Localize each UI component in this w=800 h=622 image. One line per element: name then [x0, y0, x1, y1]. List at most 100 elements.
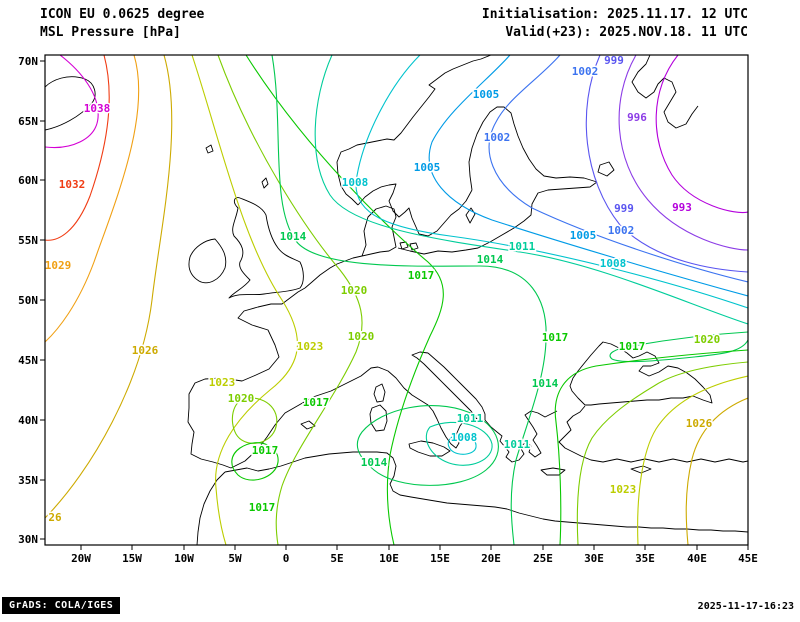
contour-label: 1020: [348, 330, 375, 343]
contour-label: 1020: [341, 284, 368, 297]
isobar-1008: [355, 55, 748, 309]
lat-tick-label: 35N: [18, 474, 38, 487]
contour-label: 1017: [619, 340, 646, 353]
contour-label: 1023: [209, 376, 236, 389]
isobar-996: [618, 55, 748, 251]
lat-tick-label: 40N: [18, 414, 38, 427]
isobar-1011: [425, 421, 493, 466]
model-title: ICON EU 0.0625 degree: [40, 7, 205, 22]
isobar-1005: [428, 55, 748, 297]
coastline: [357, 183, 420, 235]
coastline: [631, 55, 699, 129]
contour-label: 1011: [457, 412, 484, 425]
lat-tick-label: 30N: [18, 533, 38, 546]
lon-tick-label: 15W: [122, 552, 142, 565]
contour-label: 1026: [132, 344, 159, 357]
coastline: [228, 197, 304, 299]
lat-tick-label: 60N: [18, 174, 38, 187]
coastline: [484, 410, 558, 463]
contour-label: 1002: [608, 224, 635, 237]
coastline: [397, 181, 598, 255]
isobar-1017: [245, 55, 444, 545]
isobar-1017: [554, 349, 748, 545]
coastline: [188, 238, 227, 284]
coastline: [300, 420, 316, 430]
axis-labels: 70N 65N 60N 55N 50N 45N 40N 35N 30N 20W 15W 10W 5W 0 5…: [18, 55, 758, 565]
contour-label: 1005: [570, 229, 597, 242]
lon-tick-label: 35E: [635, 552, 655, 565]
coastline: [399, 241, 409, 250]
lon-tick-label: 40E: [687, 552, 707, 565]
field-title: MSL Pressure [hPa]: [40, 25, 181, 40]
coastline: [427, 352, 486, 420]
contour-label: 1014: [361, 456, 388, 469]
contour-label: 1032: [59, 178, 86, 191]
coastline: [569, 341, 713, 406]
coastline: [597, 161, 615, 177]
lon-tick-label: 15E: [430, 552, 450, 565]
coastline: [361, 205, 397, 257]
grads-credit: GrADS: COLA/IGES: [2, 597, 121, 614]
contour-label: 1008: [342, 176, 369, 189]
contour-label: 1011: [504, 438, 531, 451]
lat-tick-label: 50N: [18, 294, 38, 307]
contour-label: 1020: [228, 392, 255, 405]
isobar-1032: [45, 55, 110, 241]
contour-label: 1011: [509, 240, 536, 253]
lon-tick-label: 5E: [330, 552, 343, 565]
isobar-1014: [356, 405, 499, 486]
isobar-1014: [609, 331, 748, 363]
isobar-1023: [191, 55, 298, 545]
coastline: [558, 405, 748, 463]
lon-tick-label: 30E: [584, 552, 604, 565]
isobar-1008: [447, 434, 477, 455]
lat-tick-label: 65N: [18, 115, 38, 128]
contour-label: 1029: [45, 259, 72, 272]
contour-label: 1008: [600, 257, 627, 270]
contour-label: 1017: [252, 444, 279, 457]
isobar-1020: [576, 361, 748, 545]
contour-label: 1038: [84, 102, 111, 115]
coastline: [373, 383, 386, 403]
contour-label: 1017: [249, 501, 276, 514]
contour-label: 1017: [408, 269, 435, 282]
isobar-1026: [685, 397, 748, 545]
contour-label: 1023: [610, 483, 637, 496]
lat-tick-label: 55N: [18, 234, 38, 247]
coastline: [468, 106, 598, 191]
isobar-1020: [217, 55, 363, 545]
lon-tick-label: 10E: [379, 552, 399, 565]
isobar-1038: [45, 55, 99, 149]
contour-label: 26: [48, 511, 62, 524]
contour-label: 1020: [694, 333, 721, 346]
contour-label: 999: [614, 202, 634, 215]
isobar-contours: [45, 55, 748, 545]
contour-label: 1026: [686, 417, 713, 430]
coastline: [205, 144, 214, 154]
contour-label: 999: [604, 54, 624, 67]
contour-label: 996: [627, 111, 647, 124]
contour-label: 1017: [542, 331, 569, 344]
valid-time: Valid(+23): 2025.NOV.18. 11 UTC: [505, 25, 748, 40]
coastline: [369, 404, 388, 432]
coastline: [261, 177, 269, 189]
contour-label: 1005: [414, 161, 441, 174]
isobar-1002: [488, 55, 748, 283]
isobar-1014: [271, 55, 547, 545]
coastline: [304, 255, 363, 289]
isobar-1023: [637, 375, 748, 545]
coastline: [377, 351, 478, 449]
lat-tick-label: 70N: [18, 55, 38, 68]
contour-label: 1014: [280, 230, 307, 243]
init-time: Initialisation: 2025.11.17. 12 UTC: [481, 7, 748, 22]
lon-tick-label: 10W: [174, 552, 194, 565]
contour-label: 1014: [477, 253, 504, 266]
contour-label: 993: [672, 201, 692, 214]
lon-tick-label: 25E: [533, 552, 553, 565]
map-frame: [44, 54, 749, 546]
coastline: [540, 467, 566, 476]
lon-tick-label: 20E: [481, 552, 501, 565]
contour-label: 1023: [297, 340, 324, 353]
contour-label: 1014: [532, 377, 559, 390]
lat-tick-label: 45N: [18, 354, 38, 367]
